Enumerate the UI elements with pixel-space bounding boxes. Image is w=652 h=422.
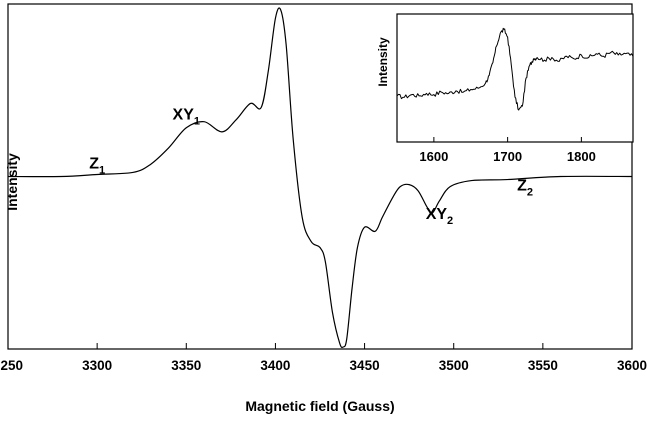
main-x-ticks: [7, 343, 633, 349]
main-x-tick-label: 3400: [260, 358, 290, 373]
inset-x-tick-label: 1800: [567, 149, 596, 164]
peak-annotation-main: XY: [426, 206, 448, 223]
main-x-tick-label: 3500: [439, 358, 469, 373]
inset-x-tick-label: 1600: [419, 149, 448, 164]
inset-series-group: [396, 27, 634, 111]
peak-annotation-subscript: 1: [194, 116, 200, 128]
main-x-tick-label: 3550: [528, 358, 558, 373]
peak-annotation-subscript: 2: [527, 187, 533, 199]
peak-annotation-subscript: 2: [447, 215, 453, 227]
peak-annotation: XY1: [173, 107, 200, 128]
main-x-tick-label: 3600: [617, 358, 647, 373]
peak-annotation-main: XY: [173, 107, 195, 124]
main-x-tick-label: 3450: [350, 358, 380, 373]
main-x-tick-labels: 3250 3300 3350 3400 3450 3500 3550 3600: [0, 358, 647, 373]
peak-annotation-main: Z: [517, 178, 527, 195]
main-series-group: [7, 7, 633, 349]
inset-y-axis-label: Intensity: [376, 37, 390, 87]
main-spectrum-line: [7, 7, 633, 349]
main-x-tick-label: 3300: [82, 358, 112, 373]
main-x-axis-label: Magnetic field (Gauss): [245, 398, 394, 414]
inset-plot-frame: [396, 13, 634, 143]
peak-annotation: Z1: [89, 155, 105, 176]
inset-x-tick-label: 1700: [493, 149, 522, 164]
main-x-tick-label: 3250: [0, 358, 23, 373]
inset-x-tick-labels: 1600 1700 1800: [419, 149, 595, 164]
main-x-tick-label: 3350: [171, 358, 201, 373]
peak-annotation-main: Z: [89, 155, 99, 172]
inset-x-ticks: [433, 137, 582, 142]
peak-annotation: Z2: [517, 178, 533, 199]
peak-annotation-subscript: 1: [99, 164, 105, 176]
inset-spectrum-line: [396, 27, 634, 111]
main-y-axis-label: Intensity: [4, 153, 20, 211]
peak-annotation: XY2: [426, 206, 453, 227]
